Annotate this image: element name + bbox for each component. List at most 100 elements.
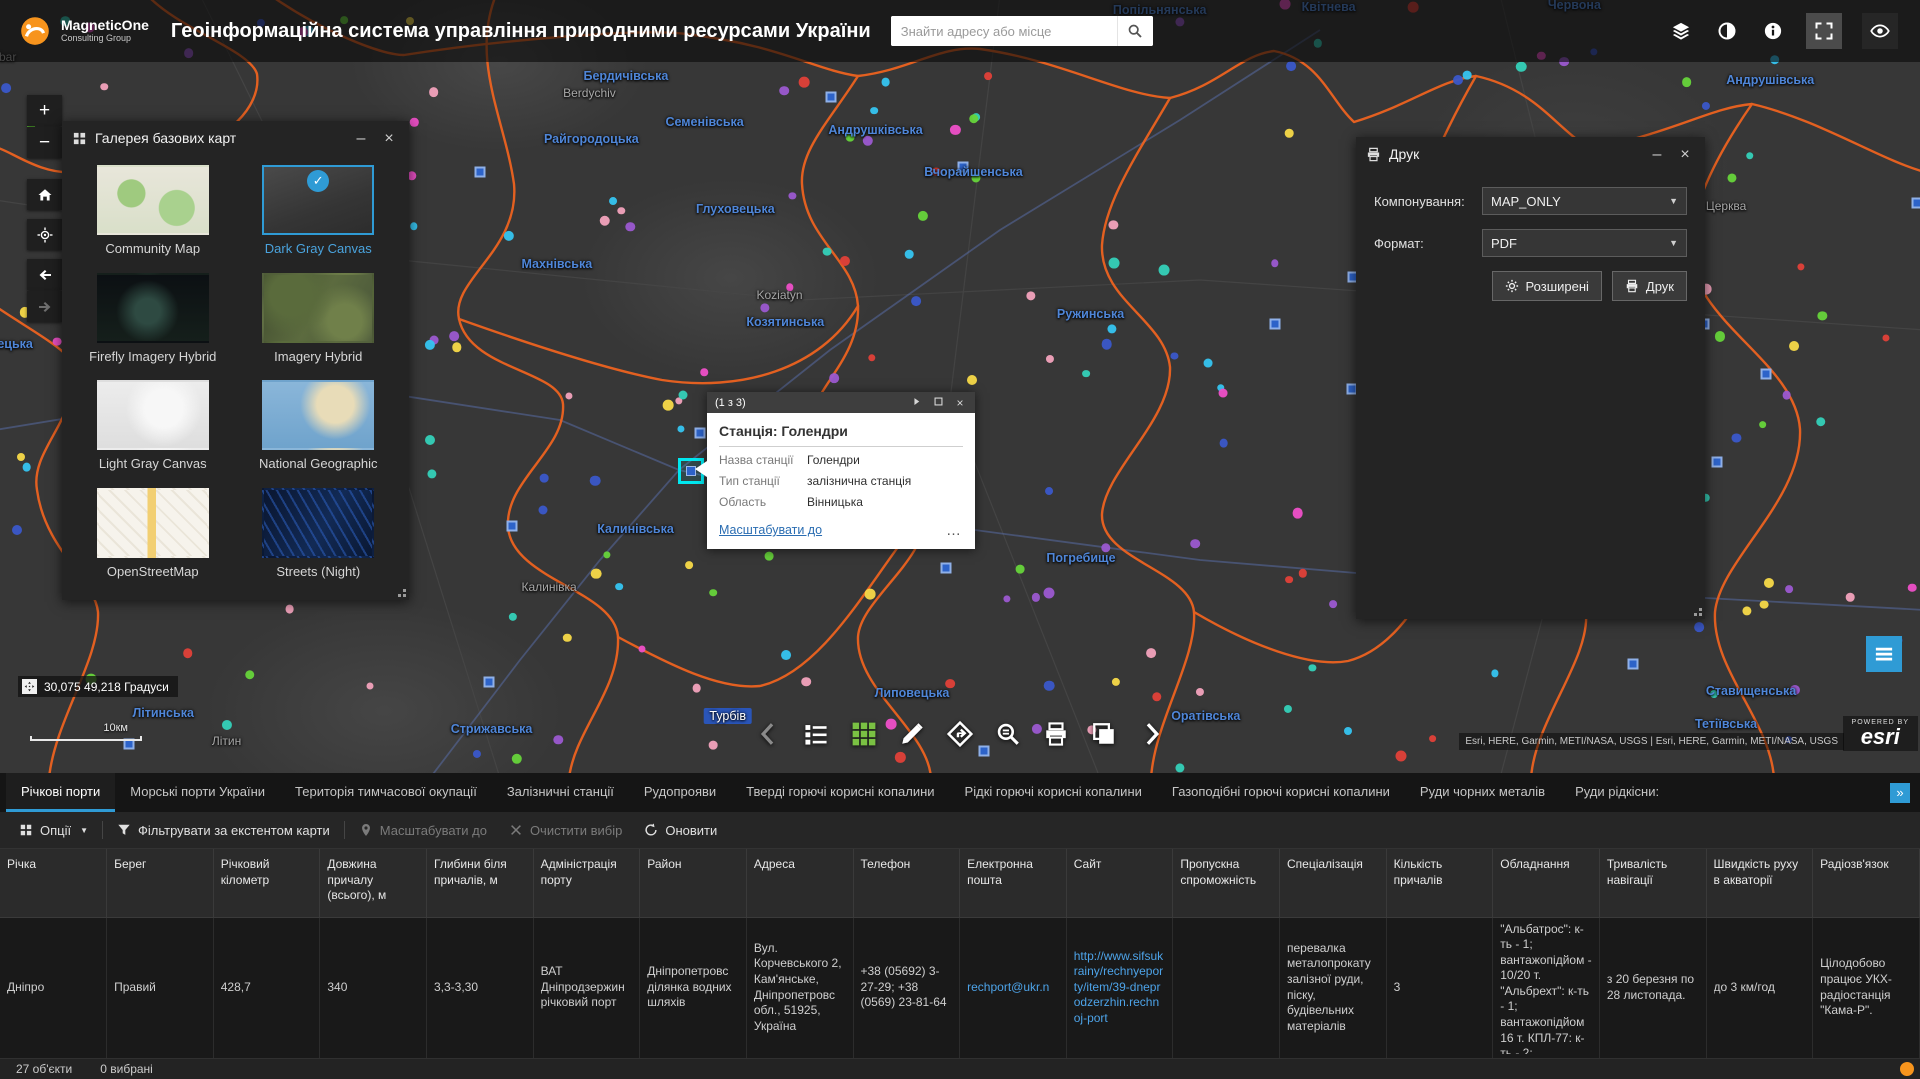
map-point[interactable] xyxy=(427,468,437,479)
tab-2[interactable]: Морські порти України xyxy=(130,783,266,799)
map-point[interactable] xyxy=(1710,690,1719,699)
map-point[interactable] xyxy=(1196,688,1205,697)
query-tool-button[interactable] xyxy=(995,721,1021,747)
map-point[interactable] xyxy=(967,374,978,385)
map-point[interactable] xyxy=(1146,648,1156,658)
tabs-overflow-button[interactable]: » xyxy=(1890,782,1910,803)
map-point[interactable] xyxy=(709,589,718,597)
map-point[interactable] xyxy=(944,678,955,689)
popup-next-feature-button[interactable] xyxy=(909,396,923,410)
resize-handle[interactable] xyxy=(395,586,407,598)
route-tool-button[interactable] xyxy=(947,721,973,747)
theme-button[interactable] xyxy=(1714,18,1740,44)
map-point[interactable] xyxy=(52,337,62,346)
map-point[interactable] xyxy=(1453,75,1464,85)
map-point[interactable] xyxy=(508,612,517,622)
map-point[interactable] xyxy=(222,719,233,730)
print-tool-button[interactable] xyxy=(1043,721,1069,747)
map-point[interactable] xyxy=(1151,691,1162,702)
map-point[interactable] xyxy=(1219,439,1228,448)
tab-4[interactable]: Залізничні станції xyxy=(506,783,614,799)
basemap-item[interactable]: Light Gray Canvas xyxy=(70,374,236,478)
map-point[interactable] xyxy=(504,230,515,241)
column-header[interactable]: Телефон xyxy=(853,849,961,918)
map-point[interactable] xyxy=(1283,704,1292,713)
map-point[interactable] xyxy=(1044,680,1055,692)
map-point[interactable] xyxy=(452,342,462,353)
map-point[interactable] xyxy=(1694,622,1704,633)
map-point[interactable] xyxy=(984,72,993,81)
map-point[interactable] xyxy=(1292,507,1303,519)
eye-button[interactable] xyxy=(1862,13,1898,49)
column-header[interactable]: Річковий кілометр xyxy=(213,849,321,918)
railway-station-marker[interactable] xyxy=(1711,456,1723,468)
basemap-tool-button[interactable] xyxy=(1091,721,1117,747)
map-point[interactable] xyxy=(1170,351,1178,360)
map-point[interactable] xyxy=(538,505,548,515)
map-point[interactable] xyxy=(1782,390,1792,400)
map-point[interactable] xyxy=(840,256,851,267)
map-point[interactable] xyxy=(553,734,563,745)
basemap-item[interactable]: Community Map xyxy=(70,159,236,263)
print-field-select[interactable]: MAP_ONLY ▼ xyxy=(1482,187,1687,215)
map-point[interactable] xyxy=(760,303,770,313)
logo[interactable]: MagneticOne Consulting Group xyxy=(18,14,149,48)
map-point[interactable] xyxy=(829,373,840,384)
next-extent-button[interactable] xyxy=(27,291,62,322)
map-point[interactable] xyxy=(1031,724,1043,735)
coordinates-drag-icon[interactable] xyxy=(22,679,37,694)
options-button[interactable]: Опції ▼ xyxy=(8,812,99,848)
overview-button[interactable] xyxy=(1806,13,1842,49)
filter-by-extent-button[interactable]: Фільтрувати за екстентом карти xyxy=(106,812,341,848)
map-point[interactable] xyxy=(764,551,774,561)
search-input[interactable] xyxy=(890,16,1117,46)
advanced-print-button[interactable]: Розширені xyxy=(1491,271,1602,301)
map-point[interactable] xyxy=(449,331,460,342)
tab-8[interactable]: Газоподібні горючі корисні копалини xyxy=(1171,783,1390,799)
railway-station-marker[interactable] xyxy=(483,676,495,688)
map-point[interactable] xyxy=(1003,595,1011,603)
map-point[interactable] xyxy=(617,207,625,215)
map-point[interactable] xyxy=(1216,383,1225,392)
clear-selection-button[interactable]: Очистити вибір xyxy=(498,812,633,848)
tab-9[interactable]: Руди чорних металів xyxy=(1419,783,1546,799)
map-point[interactable] xyxy=(1045,355,1054,364)
basemap-item[interactable]: Firefly Imagery Hybrid xyxy=(70,267,236,371)
zoom-in-button[interactable]: + xyxy=(27,95,62,126)
map-point[interactable] xyxy=(428,87,439,98)
tab-5[interactable]: Рудопрояви xyxy=(643,783,717,799)
map-point[interactable] xyxy=(472,749,481,758)
draw-tool-button[interactable] xyxy=(899,721,925,747)
minimize-button[interactable]: – xyxy=(1647,144,1667,164)
zoom-to-button[interactable]: Масштабувати до xyxy=(348,812,498,848)
map-point[interactable] xyxy=(589,475,601,487)
map-point[interactable] xyxy=(969,113,979,124)
apps-tool-button[interactable] xyxy=(851,721,877,747)
map-point[interactable] xyxy=(1082,369,1091,378)
map-point[interactable] xyxy=(1045,486,1054,495)
map-point[interactable] xyxy=(1108,257,1120,269)
map-point[interactable] xyxy=(801,677,811,687)
basemap-item[interactable]: Streets (Night) xyxy=(236,482,402,586)
basemap-item[interactable]: National Geographic xyxy=(236,374,402,478)
map-point[interactable] xyxy=(1101,338,1113,350)
map-point[interactable] xyxy=(410,118,419,127)
map-point[interactable] xyxy=(366,682,374,690)
map-point[interactable] xyxy=(539,474,549,483)
map-point[interactable] xyxy=(1784,735,1793,744)
map-point[interactable] xyxy=(12,524,23,535)
column-header[interactable]: Обладнання xyxy=(1492,849,1600,918)
print-field-select[interactable]: PDF ▼ xyxy=(1482,229,1687,257)
map-point[interactable] xyxy=(1700,283,1712,295)
map-point[interactable] xyxy=(1428,734,1437,743)
map-point[interactable] xyxy=(1882,334,1890,342)
map-point[interactable] xyxy=(1785,584,1793,593)
railway-station-marker[interactable] xyxy=(1760,368,1772,380)
map-point[interactable] xyxy=(895,752,906,763)
popup-more-actions-button[interactable]: … xyxy=(946,521,963,539)
help-bubble-button[interactable] xyxy=(1900,1062,1914,1076)
basemap-item[interactable]: ✓ Dark Gray Canvas xyxy=(236,159,402,263)
map-point[interactable] xyxy=(911,295,922,306)
map-point[interactable] xyxy=(615,582,623,591)
map-point[interactable] xyxy=(885,718,897,730)
